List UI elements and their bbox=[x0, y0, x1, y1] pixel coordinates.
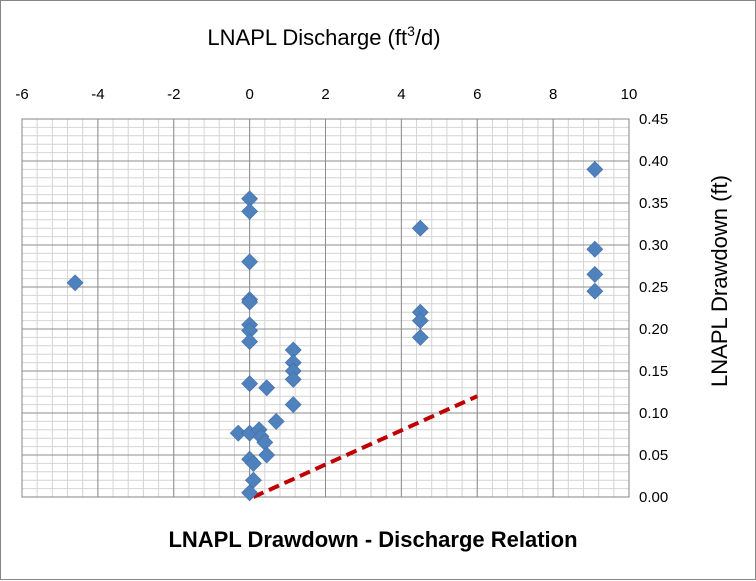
x-tick-label: -6 bbox=[15, 86, 28, 103]
data-point bbox=[284, 396, 302, 414]
data-point bbox=[267, 412, 285, 430]
x-tick-label: -2 bbox=[167, 86, 180, 103]
data-point bbox=[586, 282, 604, 300]
data-point bbox=[241, 333, 259, 351]
y-axis-title: LNAPL Drawdown (ft) bbox=[707, 175, 732, 387]
y-tick-label: 0.25 bbox=[639, 279, 668, 296]
x-tick-label: 2 bbox=[321, 86, 329, 103]
x-tick-label: 0 bbox=[245, 86, 253, 103]
y-tick-label: 0.45 bbox=[639, 111, 668, 128]
x-axis-tick-labels: -6 -4 -2 0 2 4 6 8 10 bbox=[15, 86, 637, 103]
x-tick-label: 8 bbox=[549, 86, 557, 103]
data-point bbox=[241, 293, 259, 311]
data-point bbox=[411, 312, 429, 330]
y-tick-label: 0.20 bbox=[639, 321, 668, 338]
data-point bbox=[258, 446, 276, 464]
data-point bbox=[241, 202, 259, 220]
data-point bbox=[258, 379, 276, 397]
y-tick-label: 0.05 bbox=[639, 447, 668, 464]
data-point bbox=[586, 265, 604, 283]
data-point bbox=[411, 328, 429, 346]
y-axis-tick-labels: 0.00 0.05 0.10 0.15 0.20 0.25 0.30 0.35 0.40 0.45 bbox=[639, 111, 668, 506]
y-tick-label: 0.15 bbox=[639, 363, 668, 380]
trend-line bbox=[252, 394, 479, 499]
data-point bbox=[241, 375, 259, 393]
x-tick-label: 10 bbox=[621, 86, 638, 103]
chart-title: LNAPL Drawdown - Discharge Relation bbox=[168, 527, 577, 552]
data-point bbox=[244, 454, 262, 472]
data-point bbox=[241, 253, 259, 271]
y-tick-label: 0.30 bbox=[639, 237, 668, 254]
x-tick-label: -4 bbox=[91, 86, 104, 103]
x-axis-title: LNAPL Discharge (ft3/d) bbox=[207, 23, 440, 50]
data-point bbox=[586, 160, 604, 178]
data-point bbox=[241, 484, 259, 502]
y-tick-label: 0.40 bbox=[639, 153, 668, 170]
data-points bbox=[66, 160, 604, 502]
x-tick-label: 4 bbox=[397, 86, 405, 103]
plot-area-border bbox=[21, 118, 630, 498]
y-tick-label: 0.35 bbox=[639, 195, 668, 212]
data-point bbox=[284, 370, 302, 388]
data-point bbox=[229, 424, 247, 442]
data-point bbox=[411, 219, 429, 237]
data-point bbox=[66, 274, 84, 292]
x-tick-label: 6 bbox=[473, 86, 481, 103]
data-point bbox=[244, 471, 262, 489]
y-tick-label: 0.10 bbox=[639, 405, 668, 422]
y-tick-label: 0.00 bbox=[639, 489, 668, 506]
data-point bbox=[586, 240, 604, 258]
